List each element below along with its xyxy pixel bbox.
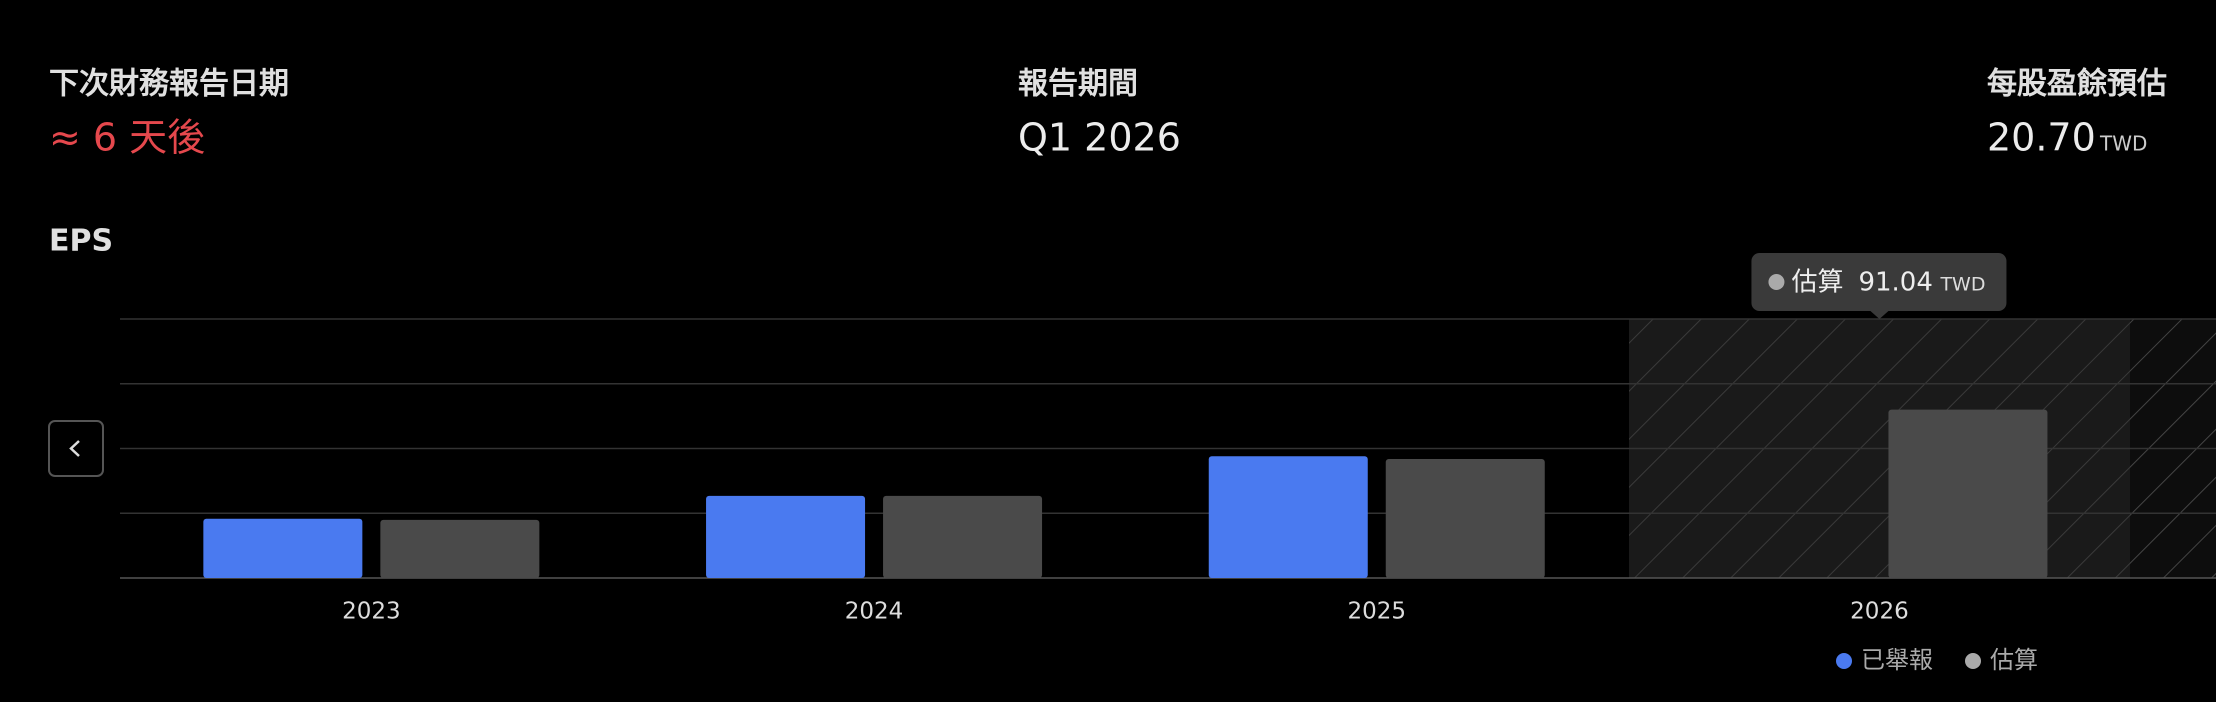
bar bbox=[1888, 409, 2048, 578]
eps-estimate-value: 20.70 bbox=[1987, 116, 2096, 160]
legend-label: 已舉報 bbox=[1861, 646, 1933, 674]
x-tick-label: 2025 bbox=[1347, 599, 1406, 625]
period-value: Q1 2026 bbox=[1018, 116, 1181, 160]
bar bbox=[1385, 459, 1545, 578]
tooltip: 估算 91.04 TWD bbox=[1751, 253, 2007, 319]
tooltip-pointer bbox=[1870, 311, 1889, 319]
chevron-icon[interactable] bbox=[69, 440, 80, 457]
legend-item: 估算 bbox=[1965, 646, 2038, 674]
legend-label: 估算 bbox=[1990, 646, 2038, 674]
eps-estimate-label: 每股盈餘預估 bbox=[1987, 67, 2167, 102]
tooltip-dot bbox=[1768, 274, 1785, 290]
x-tick-label: 2024 bbox=[845, 599, 904, 625]
tooltip-value: 91.04 bbox=[1858, 268, 1932, 298]
tooltip-unit: TWD bbox=[1939, 274, 1985, 296]
x-tick-label: 2023 bbox=[342, 599, 401, 625]
bar bbox=[1208, 456, 1368, 578]
bar bbox=[203, 518, 363, 578]
legend-swatch bbox=[1965, 653, 1981, 669]
next-report-value: ≈ 6 天後 bbox=[49, 116, 205, 160]
legend-item: 已舉報 bbox=[1836, 646, 1933, 674]
bar bbox=[706, 495, 866, 578]
next-report-label: 下次財務報告日期 bbox=[49, 67, 289, 102]
legend-swatch bbox=[1836, 653, 1852, 669]
eps-estimate-unit: TWD bbox=[2099, 132, 2147, 156]
chart-title: EPS bbox=[49, 224, 113, 259]
tooltip-label: 估算 bbox=[1791, 268, 1843, 298]
x-tick-label: 2026 bbox=[1850, 599, 1909, 625]
bar bbox=[380, 519, 540, 578]
tooltip-box bbox=[1751, 253, 2007, 311]
bar bbox=[883, 495, 1043, 578]
button-frame[interactable] bbox=[48, 420, 104, 477]
prev-button[interactable] bbox=[48, 420, 104, 477]
period-label: 報告期間 bbox=[1018, 67, 1138, 102]
